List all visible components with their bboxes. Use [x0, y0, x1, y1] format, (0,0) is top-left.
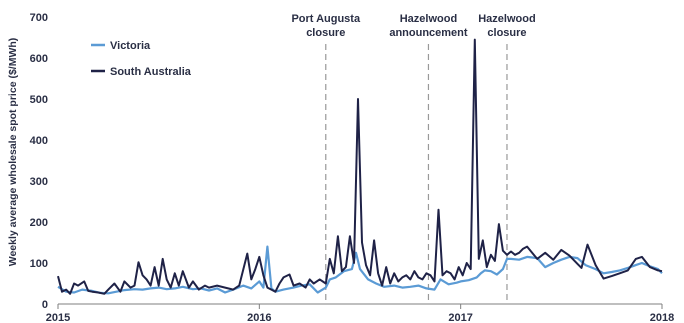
y-tick-label: 200	[30, 217, 48, 229]
y-tick-labels: 0 100 200 300 400 500 600 700	[30, 12, 48, 311]
y-tick-label: 0	[42, 299, 48, 311]
y-tick-label: 300	[30, 176, 48, 188]
y-axis-label-group: Weekly average wholesale spot price ($/M…	[7, 38, 19, 267]
annotation-label: closure	[487, 27, 526, 39]
x-tick-label: 2018	[650, 312, 674, 323]
x-tick-label: 2015	[46, 312, 70, 323]
event-annotation-lines	[325, 44, 508, 304]
y-tick-label: 700	[30, 12, 48, 24]
annotation-label: closure	[306, 27, 345, 39]
annotation-label: announcement	[389, 27, 468, 39]
annotation-label: Hazelwood	[478, 13, 535, 25]
series-lines	[57, 38, 663, 295]
legend-label: South Australia	[110, 66, 192, 78]
series-line-victoria	[57, 245, 663, 295]
x-tick-label: 2017	[448, 312, 472, 323]
y-tick-label: 400	[30, 135, 48, 147]
legend-label: Victoria	[110, 40, 151, 52]
annotation-label: Hazelwood	[400, 13, 457, 25]
y-tick-label: 600	[30, 53, 48, 65]
y-tick-label: 500	[30, 94, 48, 106]
y-axis-label: Weekly average wholesale spot price ($/M…	[7, 38, 19, 267]
x-tick-label: 2016	[247, 312, 271, 323]
annotation-label: Port Augusta	[291, 13, 361, 25]
event-annotation-labels: Port Augusta closure Hazelwood announcement…	[291, 13, 535, 39]
x-tick-labels: 2015 2016 2017 2018	[46, 304, 674, 323]
series-line-south-australia	[57, 38, 663, 295]
legend: Victoria South Australia	[91, 40, 192, 78]
y-tick-label: 100	[30, 258, 48, 270]
